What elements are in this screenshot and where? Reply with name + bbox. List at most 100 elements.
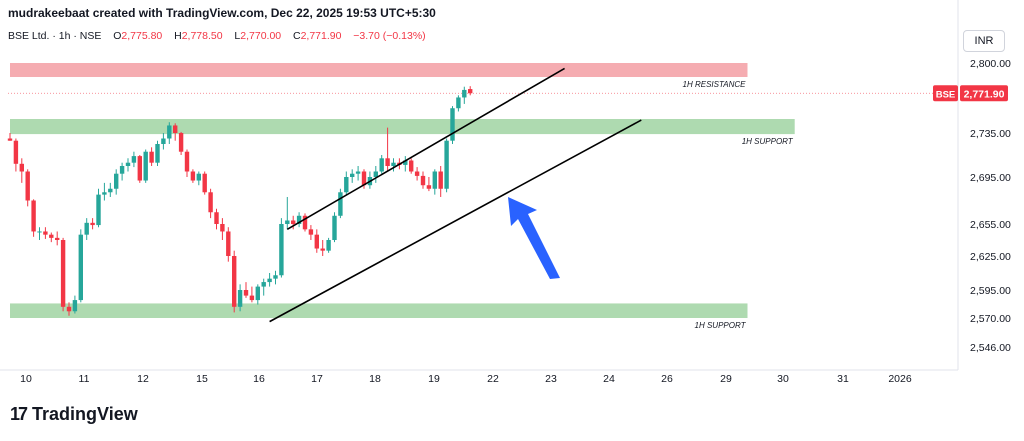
candle-body[interactable] [25,171,30,201]
candle-body[interactable] [243,290,249,296]
candle-body[interactable] [296,215,302,224]
symbol-legend[interactable]: BSE Ltd. · 1h · NSE O2,775.80 H2,778.50 … [8,30,426,42]
candle-body[interactable] [43,231,48,235]
candle-body[interactable] [414,171,420,176]
candle-body[interactable] [190,171,196,181]
candle-body[interactable] [196,173,201,181]
candle-body[interactable] [373,171,378,178]
currency-button[interactable]: INR [963,30,1005,52]
candle-body[interactable] [149,151,154,163]
price-tick-label: 2,625.00 [970,251,1011,263]
candle-body[interactable] [178,133,184,152]
candle-body[interactable] [302,215,308,230]
channel-lower-line[interactable] [269,119,642,323]
low-label: L [234,30,241,42]
candle-body[interactable] [13,140,19,164]
candle-body[interactable] [432,171,437,189]
candle-body[interactable] [232,256,237,307]
candle-body[interactable] [220,224,225,232]
candle-body[interactable] [19,163,24,172]
candle-body[interactable] [72,300,78,312]
candle-body[interactable] [114,173,119,189]
candle-body[interactable] [308,229,314,235]
candle-body[interactable] [249,295,255,301]
candle-body[interactable] [326,240,331,251]
low-value: 2,770.00 [240,30,282,42]
candle-body[interactable] [60,240,66,307]
support-zone[interactable] [10,303,748,318]
candle-body[interactable] [379,158,384,172]
candle-body[interactable] [161,138,166,145]
time-tick-label: 31 [837,373,849,385]
candle-body[interactable] [444,140,449,189]
candle-body[interactable] [320,248,325,251]
candle-body[interactable] [403,160,408,165]
candle-body[interactable] [96,194,101,226]
candle-body[interactable] [450,108,455,141]
blue-arrow-annotation[interactable] [508,197,560,279]
candle-body[interactable] [173,125,178,133]
candle-body[interactable] [273,275,278,279]
candle-body[interactable] [391,162,396,166]
candle-body[interactable] [184,151,190,172]
candle-body[interactable] [468,89,473,94]
support-zone[interactable] [10,119,795,135]
candle-body[interactable] [314,234,319,249]
candle-body[interactable] [90,222,95,226]
candle-body[interactable] [131,156,137,163]
candle-body[interactable] [344,177,349,193]
candle-body[interactable] [7,138,13,141]
time-tick-label: 2026 [888,373,912,385]
time-tick-label: 11 [79,373,90,385]
candle-body[interactable] [55,237,60,240]
candle-body[interactable] [456,97,461,109]
candle-body[interactable] [37,231,42,233]
candle-body[interactable] [237,290,243,307]
price-tick-label: 2,735.00 [970,128,1011,140]
candle-body[interactable] [261,282,266,287]
candle-body[interactable] [332,215,337,240]
time-tick-label: 26 [661,373,673,385]
support-zone-label: 1H SUPPORT [695,321,747,330]
candle-body[interactable] [462,89,467,98]
candle-body[interactable] [167,125,172,139]
candle-body[interactable] [426,185,432,189]
candle-body[interactable] [438,171,443,189]
candle-body[interactable] [202,173,207,193]
price-tick-label: 2,570.00 [970,313,1011,325]
candle-body[interactable] [31,200,36,232]
candle-body[interactable] [108,188,113,193]
candle-body[interactable] [143,151,148,181]
candle-body[interactable] [208,192,213,213]
candle-body[interactable] [279,224,284,276]
candle-body[interactable] [255,286,260,301]
candle-body[interactable] [49,234,54,238]
support-zone-label: 1H SUPPORT [742,137,794,146]
candle-body[interactable] [355,171,361,174]
time-tick-label: 12 [137,373,149,385]
candle-body[interactable] [155,144,160,163]
candle-body[interactable] [66,306,72,312]
candle-body[interactable] [137,156,142,181]
candle-body[interactable] [226,231,231,256]
candle-body[interactable] [409,160,414,172]
candle-body[interactable] [285,220,290,224]
candle-body[interactable] [420,175,426,186]
candle-body[interactable] [125,162,131,166]
candle-body[interactable] [119,166,125,174]
tradingview-logo[interactable]: 17 TradingView [10,404,138,425]
candle-body[interactable] [385,158,390,166]
candle-body[interactable] [102,192,107,195]
symbol-title: BSE Ltd. · 1h · NSE [8,30,102,42]
channel-upper-line[interactable] [286,67,566,231]
candle-body[interactable] [350,173,355,177]
candle-body[interactable] [214,212,219,224]
resistance-zone[interactable] [10,63,748,77]
candle-body[interactable] [338,192,343,216]
candle-body[interactable] [78,234,83,301]
candle-body[interactable] [84,222,89,235]
candle-body[interactable] [291,220,296,224]
candle-body[interactable] [361,171,367,186]
candle-body[interactable] [267,278,272,283]
